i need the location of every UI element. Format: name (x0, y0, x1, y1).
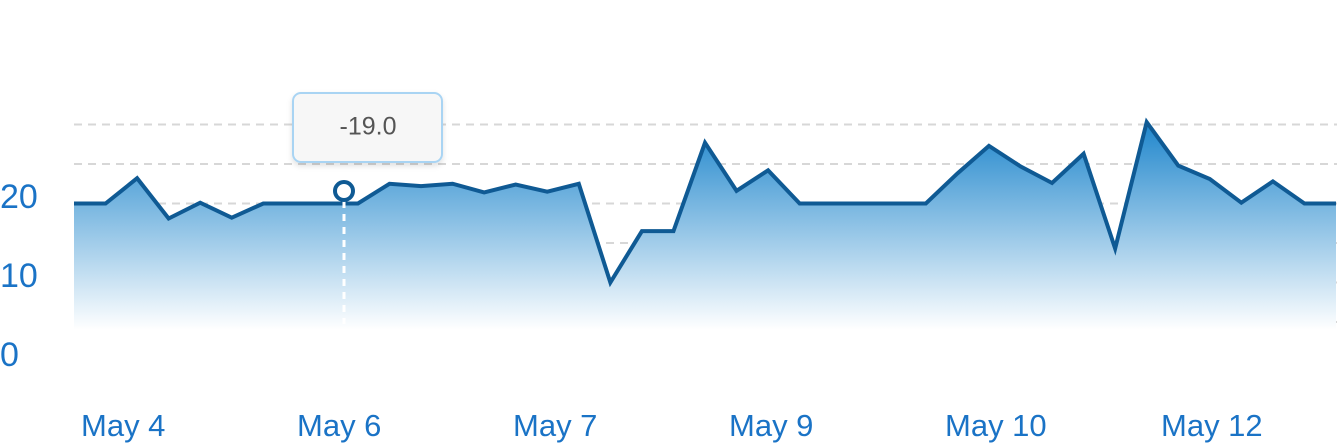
series-line (74, 117, 1336, 288)
y-tick-label: 10 (0, 257, 38, 295)
y-tick-label: 20 (0, 178, 38, 216)
x-tick-label: May 10 (945, 408, 1047, 443)
x-tick-label: May 4 (81, 408, 165, 443)
x-tick-label: May 12 (1161, 408, 1263, 443)
x-tick-label: May 7 (513, 408, 597, 443)
x-tick-label: May 6 (297, 408, 381, 443)
y-axis: 0 10 20 (0, 178, 38, 374)
y-tick-label: 0 (0, 336, 19, 374)
x-tick-label: May 9 (729, 408, 813, 443)
x-axis: May 4 May 6 May 7 May 9 May 10 May 12 (81, 408, 1263, 443)
area-fill (74, 122, 1336, 330)
tooltip: -19.0 (292, 92, 443, 324)
tooltip-point-marker[interactable] (333, 180, 355, 202)
tooltip-box (292, 92, 443, 163)
tooltip-value: -19.0 (340, 113, 397, 141)
